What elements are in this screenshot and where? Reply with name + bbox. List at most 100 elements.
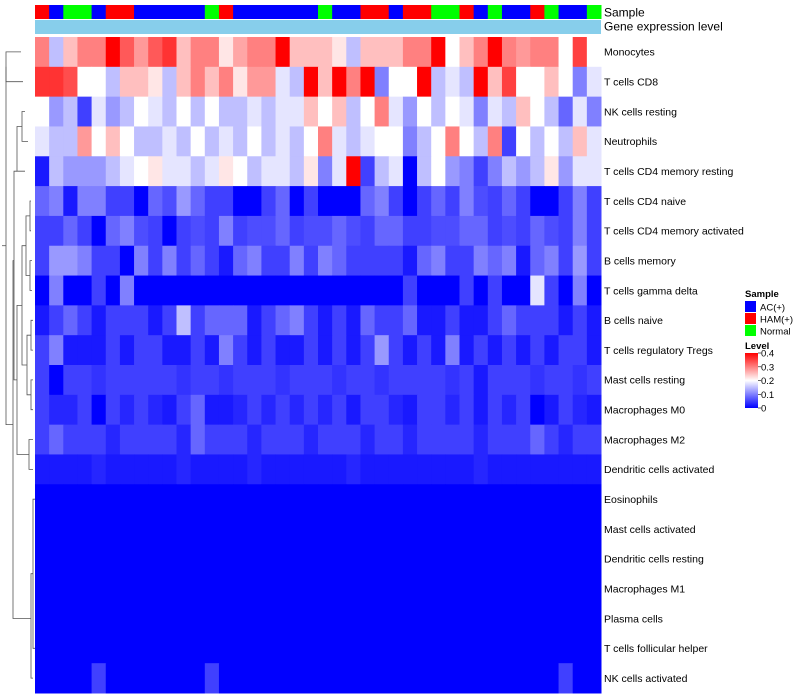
heatmap-cell	[402, 186, 418, 217]
heatmap-cell	[148, 573, 163, 605]
heatmap-cell	[275, 394, 291, 426]
heatmap-cell	[303, 633, 319, 664]
heatmap-cell	[586, 424, 602, 455]
heatmap-cell	[388, 37, 404, 68]
dendrogram-branch	[12, 260, 31, 619]
heatmap-cell	[530, 573, 545, 605]
heatmap-cell	[218, 573, 234, 605]
heatmap-cell	[558, 156, 574, 187]
heatmap-cell	[148, 186, 163, 217]
heatmap-cell	[176, 245, 192, 277]
heatmap-cell	[204, 335, 220, 366]
heatmap-cell	[91, 186, 107, 217]
heatmap-cell	[501, 96, 517, 127]
heatmap-cell	[204, 573, 220, 605]
heatmap-cell	[572, 215, 588, 247]
heatmap-cell	[445, 66, 460, 98]
heatmap-cell	[530, 454, 545, 485]
heatmap-cell	[431, 275, 446, 306]
heatmap-cell	[516, 37, 531, 68]
heatmap-cell	[417, 335, 432, 366]
heatmap-cell	[487, 514, 503, 545]
sample-legend-label: AC(+)	[760, 303, 785, 314]
heatmap-cell	[218, 37, 234, 68]
heatmap-cell	[105, 305, 121, 336]
heatmap-cell	[558, 543, 574, 575]
heatmap-cell	[487, 365, 503, 396]
heatmap-cell	[558, 126, 574, 157]
heatmap-cell	[501, 514, 517, 545]
sample-annotation-cell	[431, 5, 446, 19]
heatmap-cell	[289, 514, 305, 545]
heatmap-cell	[134, 245, 149, 277]
heatmap-cell	[530, 663, 545, 694]
heatmap-cell	[63, 454, 78, 485]
sample-legend-entries: AC(+)HAM(+)Normal	[745, 301, 793, 338]
heatmap-cell	[162, 215, 177, 247]
heatmap-cell	[134, 215, 149, 247]
heatmap-cell	[459, 66, 475, 98]
heatmap-cell	[77, 66, 93, 98]
heatmap-cell	[119, 603, 135, 634]
heatmap-cell	[544, 394, 560, 426]
heatmap-cell	[218, 394, 234, 426]
heatmap-cell	[148, 394, 163, 426]
heatmap-cell	[417, 484, 432, 515]
heatmap-cell	[402, 514, 418, 545]
heatmap-cell	[459, 663, 475, 694]
heatmap-cell	[318, 633, 333, 664]
heatmap-cell	[431, 633, 446, 664]
heatmap-cell	[544, 633, 560, 664]
heatmap-cell	[332, 275, 347, 306]
heatmap-cell	[77, 573, 93, 605]
heatmap-cell	[473, 454, 489, 485]
heatmap-cell	[487, 156, 503, 187]
sample-annotation-cell	[63, 5, 78, 19]
heatmap-cell	[261, 66, 277, 98]
heatmap-cell	[148, 663, 163, 694]
heatmap-cell	[530, 37, 545, 68]
heatmap-cell	[91, 66, 107, 98]
level-tick-label: 0.3	[761, 362, 774, 373]
heatmap-cell	[162, 543, 177, 575]
sample-annotation-cell	[445, 5, 460, 19]
heatmap-cell	[218, 156, 234, 187]
heatmap-cell	[162, 305, 177, 336]
heatmap-cell	[162, 126, 177, 157]
heatmap-cell	[572, 126, 588, 157]
heatmap-cell	[261, 365, 277, 396]
row-label: Mast cells activated	[604, 524, 696, 536]
sample-annotation-cell	[119, 5, 135, 19]
sample-annotation-cell	[473, 5, 489, 19]
heatmap-cell	[346, 573, 361, 605]
heatmap-cell	[119, 663, 135, 694]
heatmap-cell	[119, 215, 135, 247]
heatmap-cell	[261, 484, 277, 515]
heatmap-cell	[247, 37, 262, 68]
heatmap-cell	[501, 424, 517, 455]
heatmap-cell	[63, 394, 78, 426]
heatmap-cell	[190, 424, 206, 455]
heatmap-cell	[275, 663, 291, 694]
heatmap-cell	[275, 543, 291, 575]
row-label: Dendritic cells resting	[604, 554, 704, 566]
heatmap-cell	[431, 603, 446, 634]
heatmap-cell	[218, 215, 234, 247]
heatmap-cell	[218, 335, 234, 366]
heatmap-cell	[63, 543, 78, 575]
heatmap-cell	[91, 335, 107, 366]
sample-annotation-cell	[402, 5, 418, 19]
heatmap-cell	[261, 305, 277, 336]
row-label: Macrophages M2	[604, 434, 685, 446]
heatmap-cell	[190, 275, 206, 306]
heatmap-cell	[148, 484, 163, 515]
heatmap-cell	[204, 215, 220, 247]
heatmap-cell	[346, 156, 361, 187]
heatmap-cell	[473, 275, 489, 306]
heatmap-cell	[360, 603, 376, 634]
heatmap-cell	[77, 275, 93, 306]
heatmap-cell	[388, 186, 404, 217]
heatmap-cell	[572, 424, 588, 455]
heatmap-cell	[558, 215, 574, 247]
heatmap-cell	[332, 96, 347, 127]
